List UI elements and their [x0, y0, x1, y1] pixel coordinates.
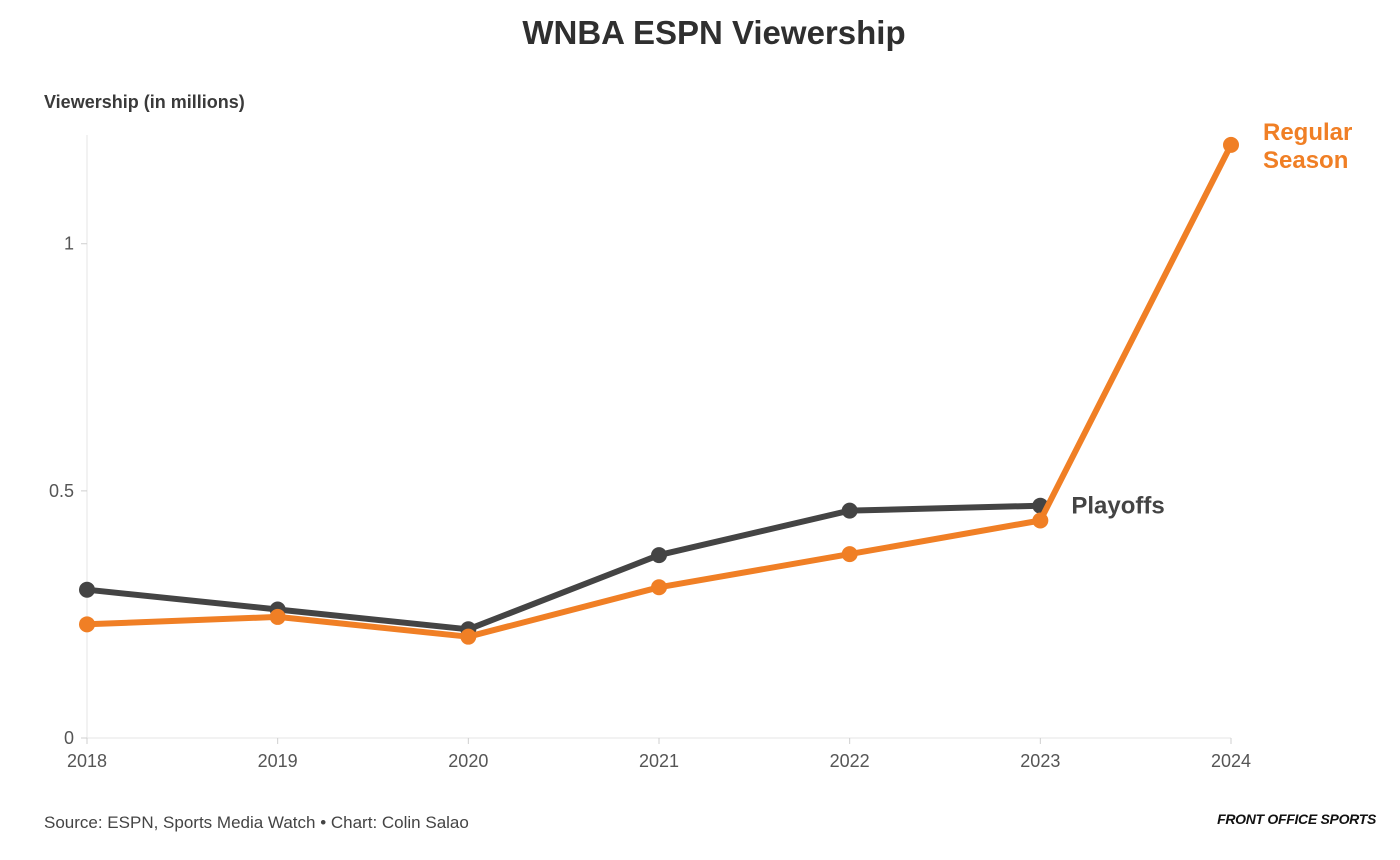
y-axis-label: Viewership (in millions) [44, 92, 245, 112]
y-tick-label: 1 [64, 234, 74, 254]
axes: 0 0.5 1 2018 2019 2020 2021 2022 2023 2024 [49, 135, 1251, 771]
brand-logo-text: FRONT OFFICE SPORTS [1217, 811, 1376, 827]
data-point-regular-season [460, 628, 477, 645]
series-line-playoffs [84, 502, 1044, 633]
chart-title: WNBA ESPN Viewership [522, 14, 906, 51]
x-tick-label: 2021 [639, 751, 679, 771]
x-tick-label: 2022 [830, 751, 870, 771]
series-lines [79, 136, 1239, 645]
data-point-playoffs [79, 581, 95, 598]
series-playoffs [79, 497, 1049, 638]
x-tick-label: 2024 [1211, 751, 1251, 771]
data-point-regular-season [841, 546, 858, 563]
series-regular-season [79, 136, 1239, 645]
series-label-line: Season [1263, 147, 1348, 174]
data-point-regular-season [1223, 136, 1239, 153]
y-tick-label: 0 [64, 728, 74, 748]
data-point-regular-season [651, 579, 667, 596]
series-label-line: Regular [1263, 119, 1352, 146]
series-labels: Playoffs Regular Season [1071, 119, 1352, 520]
source-note: Source: ESPN, Sports Media Watch • Chart… [44, 813, 469, 832]
y-tick-label: 0.5 [49, 481, 74, 501]
series-label-playoffs: Playoffs [1071, 493, 1164, 520]
x-tick-label: 2023 [1020, 751, 1060, 771]
data-point-regular-season [269, 608, 286, 625]
x-tick-label: 2019 [258, 751, 298, 771]
data-point-playoffs [841, 502, 858, 519]
data-point-regular-season [79, 616, 95, 633]
x-tick-label: 2018 [67, 751, 107, 771]
series-label-regular-season: Regular Season [1263, 119, 1352, 174]
data-point-regular-season [1032, 512, 1049, 529]
data-point-playoffs [651, 547, 667, 564]
x-tick-label: 2020 [448, 751, 488, 771]
